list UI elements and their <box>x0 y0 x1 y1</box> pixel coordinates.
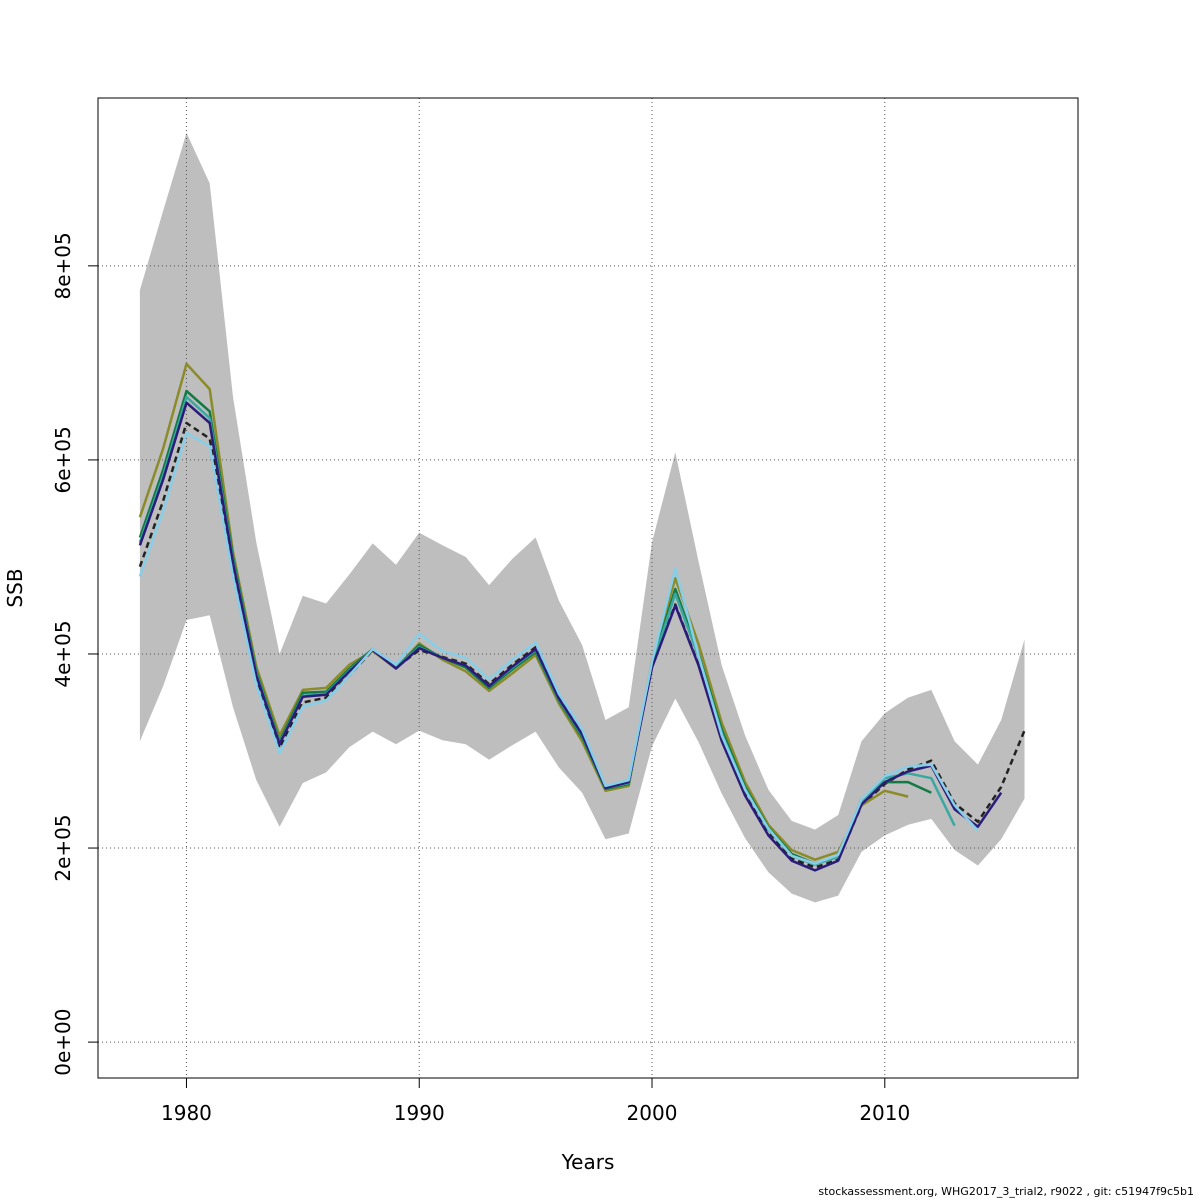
series-line-6 <box>138 431 979 865</box>
confidence-band-layer <box>139 132 1025 903</box>
y-tick-label: 4e+05 <box>51 620 75 687</box>
x-tick-label: 2000 <box>627 1101 678 1125</box>
y-tick-label: 0e+00 <box>51 1008 75 1075</box>
footer-source-note: stockassessment.org, WHG2017_3_trial2, r… <box>818 1185 1194 1198</box>
axis-layer: 1980 1990 2000 2010 0e+00 2e+05 4e+05 6e+05 8e+0… <box>51 232 910 1125</box>
x-tick-label: 1980 <box>161 1101 212 1125</box>
series-line-2 <box>138 362 909 861</box>
series-layer <box>138 362 1026 872</box>
grid-layer <box>98 98 1078 1078</box>
x-axis-title: Years <box>561 1150 615 1174</box>
plot-frame <box>97 97 1079 1079</box>
y-tick-label: 2e+05 <box>51 814 75 881</box>
y-axis-title: SSB <box>3 568 27 607</box>
y-tick-label: 6e+05 <box>51 426 75 493</box>
series-line-5 <box>138 401 1003 872</box>
x-tick-label: 2010 <box>859 1101 910 1125</box>
x-tick-label: 1990 <box>394 1101 445 1125</box>
confidence-band <box>139 132 1025 903</box>
y-tick-label: 8e+05 <box>51 232 75 299</box>
